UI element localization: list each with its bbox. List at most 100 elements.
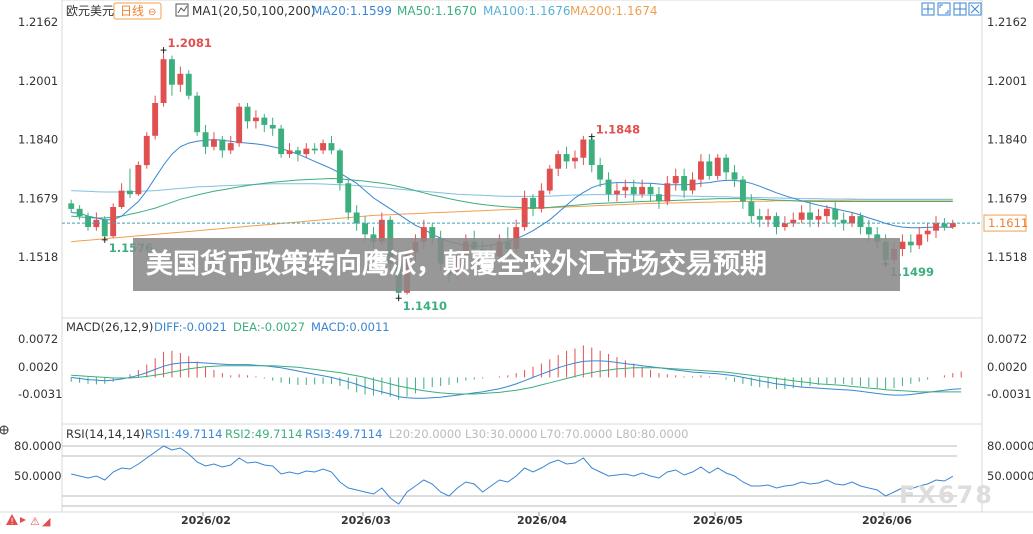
ma200-value: MA200:1.1674 [570, 4, 658, 18]
candle-body [563, 154, 570, 162]
close-icon[interactable] [968, 2, 982, 16]
candle-body [630, 186, 637, 195]
candle-body [614, 190, 620, 195]
candle-body [530, 197, 536, 209]
macd-dea-value: DEA:-0.0027 [233, 320, 305, 334]
x-tick-label: 2026/03 [341, 514, 391, 527]
candle-body [916, 234, 923, 246]
price-tick-left: 1.1679 [18, 191, 58, 205]
rsi3-value: RSI3:49.7114 [305, 427, 382, 441]
candle-body [605, 179, 612, 195]
rsi-l70: L70:70.0000 [540, 427, 612, 441]
candle-body [639, 186, 646, 195]
candle-body [656, 194, 662, 202]
candle-body [546, 168, 553, 191]
candle-body [311, 148, 318, 151]
candle-body [823, 208, 830, 217]
rsi-tick-right: 80.0000 [987, 439, 1033, 453]
grid-icon[interactable] [953, 2, 967, 16]
price-tick-left: 1.2001 [18, 74, 58, 88]
candle-body [269, 124, 276, 129]
candle-body [865, 227, 872, 235]
candle-body [706, 161, 713, 176]
macd-tick-left: 0.0020 [18, 360, 58, 374]
candle-body [328, 143, 335, 151]
rsi-tick-right: 50.0000 [987, 469, 1033, 483]
annotation-high-1: 1.2081 [168, 36, 212, 50]
candle-body [76, 208, 83, 217]
candle-body [907, 241, 914, 246]
x-tick-label: 2026/05 [693, 514, 743, 527]
chart-toggle-icon[interactable] [175, 3, 189, 17]
candle-body [740, 179, 746, 202]
macd-name: MACD(26,12,9) [66, 320, 153, 334]
candle-body [211, 139, 217, 147]
candle-body [857, 216, 864, 227]
price-tick-right: 1.2162 [987, 15, 1027, 29]
crosshair-icon[interactable] [921, 2, 935, 16]
svg-text:!: ! [11, 517, 14, 526]
dropdown-arrow-icon[interactable]: ⊖ [148, 7, 156, 18]
macd-value: MACD:0.0011 [311, 320, 390, 334]
rsi2-value: RSI2:49.7114 [225, 427, 302, 441]
chart-toggle-icon-glyph [177, 5, 188, 14]
candle-body [85, 216, 91, 227]
rsi-l30: L30:30.0000 [465, 427, 537, 441]
period-button[interactable] [113, 2, 162, 20]
ma-name: MA1(20,50,100,200) [192, 4, 315, 18]
candle-body [933, 223, 939, 231]
macd-panel-frame [61, 317, 983, 425]
period-label[interactable]: 日线 [120, 4, 144, 18]
candle-body [219, 139, 226, 151]
candle-body [622, 186, 629, 191]
candle-body [698, 161, 704, 180]
candle-body [555, 154, 562, 169]
candle-body [756, 216, 763, 220]
price-tick-right: 1.1679 [987, 191, 1027, 205]
macd-dif-value: DIFF:-0.0021 [154, 320, 227, 334]
symbol-label[interactable]: 欧元美元 [66, 4, 114, 18]
candle-body [303, 148, 310, 155]
collapse-icon[interactable]: ◢ [42, 515, 51, 528]
ma100-line [71, 183, 953, 200]
candle-body [798, 212, 805, 220]
play-icon[interactable] [20, 517, 26, 523]
target-icon[interactable] [0, 425, 9, 435]
candle-body [714, 157, 721, 176]
ma100-value: MA100:1.1676 [483, 4, 571, 18]
candle-body [345, 183, 352, 213]
warning-arrow: ⚠ [30, 515, 40, 528]
ma50-line [71, 177, 953, 219]
candle-body [647, 186, 654, 195]
candle-body [353, 212, 360, 224]
candle-body [278, 128, 285, 155]
price-tick-right: 1.1518 [987, 250, 1027, 264]
warning-icon[interactable]: ! [6, 514, 18, 526]
price-tick-left: 1.2162 [18, 15, 58, 29]
candle-body [790, 219, 797, 224]
candle-body [832, 208, 839, 220]
candle-body [597, 165, 604, 180]
x-tick-label: 2026/04 [517, 514, 567, 527]
candle-body [899, 241, 906, 249]
rsi-line [71, 445, 954, 505]
candle-body [295, 150, 301, 154]
rsi-name: RSI(14,14,14) [66, 427, 145, 441]
rsi-l80: L80:80.0000 [616, 427, 688, 441]
watermark: FX678 [899, 481, 994, 509]
annotation-high-2: 1.1848 [596, 123, 640, 137]
candle-body [773, 216, 780, 227]
candle-body [840, 219, 847, 224]
candle-body [177, 73, 184, 85]
annotation-low-3: 1.1499 [890, 265, 934, 279]
candle-body [664, 183, 671, 202]
current-price-box [983, 214, 1027, 232]
candle-body [731, 172, 738, 180]
candle-body [588, 139, 595, 165]
candle-body [286, 150, 293, 154]
fullscreen-icon[interactable] [937, 2, 951, 16]
x-tick-label: 2026/02 [181, 514, 231, 527]
candle-body [378, 219, 385, 242]
candle-body [236, 106, 243, 144]
